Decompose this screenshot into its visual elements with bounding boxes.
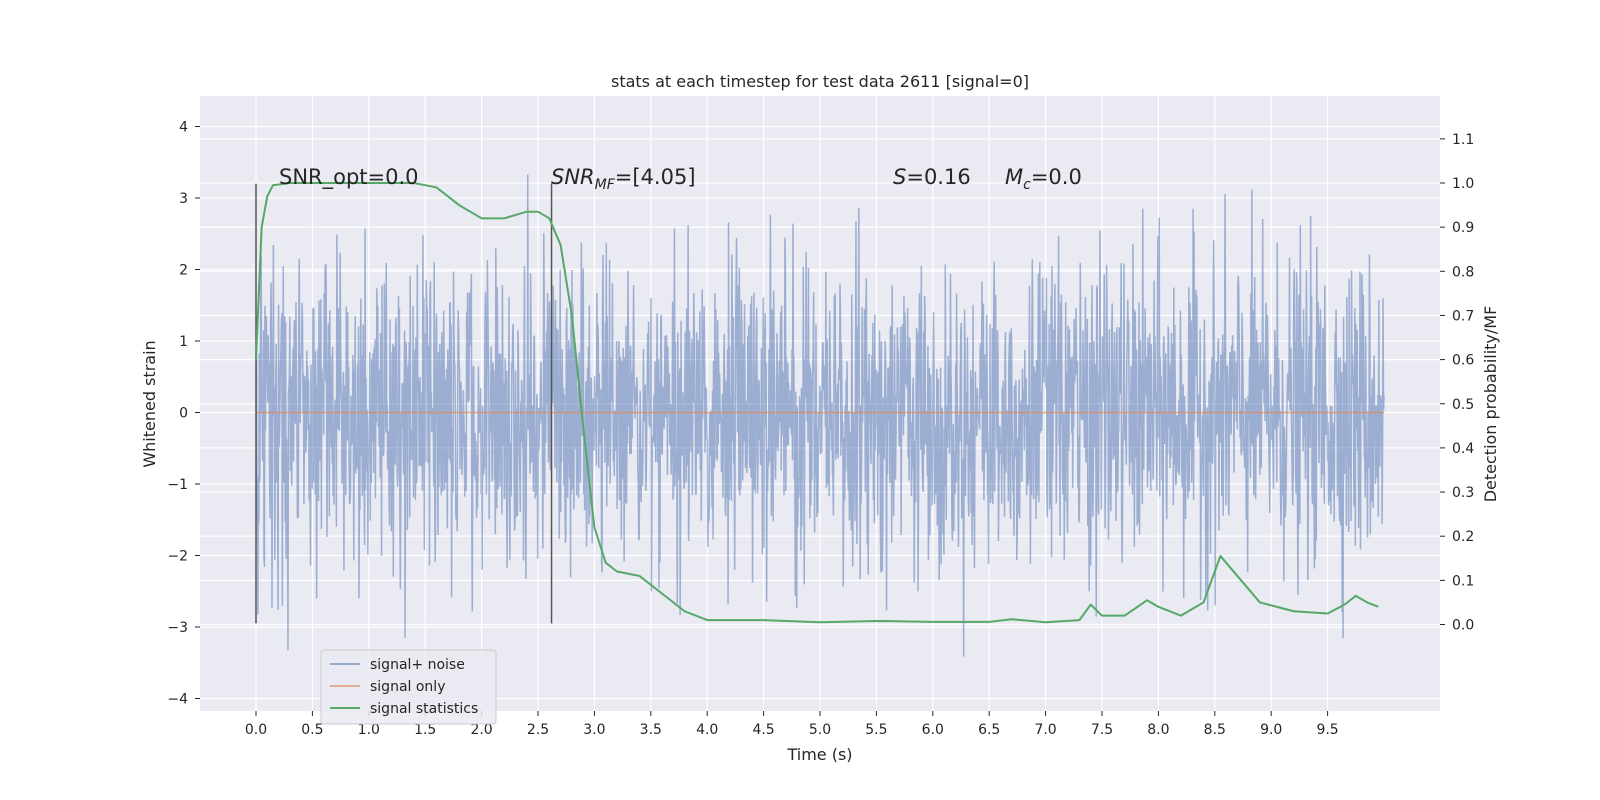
- signal-noise-line: [255, 174, 1385, 657]
- x-tick-label: 1.5: [414, 722, 436, 738]
- annotation-s-symbol: S: [893, 165, 906, 189]
- y2-tick-label: 0.8: [1452, 264, 1474, 280]
- x-tick-label: 4.5: [752, 722, 774, 738]
- y2-tick-label: 0.5: [1452, 397, 1474, 413]
- y2-tick-label: 0.9: [1452, 220, 1474, 236]
- y2-tick-label: 0.0: [1452, 618, 1474, 634]
- y2-tick-label: 0.6: [1452, 353, 1474, 369]
- signal-noise-series: [255, 174, 1385, 657]
- x-tick-label: 2.5: [527, 722, 549, 738]
- x-tick-label: 6.0: [922, 722, 944, 738]
- legend-label-noise: signal+ noise: [370, 657, 465, 673]
- x-tick-label: 3.0: [583, 722, 605, 738]
- y-tick-label: 3: [179, 191, 188, 207]
- annotation-snr-mf-subscript: MF: [595, 177, 616, 193]
- y-tick-labels: 4 3 2 1 0 −1 −2 −3 −4: [167, 120, 200, 708]
- y2-tick-label: 1.1: [1452, 132, 1474, 148]
- annotation-mc-value: =0.0: [1031, 165, 1082, 189]
- x-tick-label: 5.0: [809, 722, 831, 738]
- x-tick-label: 5.5: [865, 722, 887, 738]
- annotation-mc: Mc=0.0: [1005, 165, 1082, 193]
- x-tick-label: 6.5: [978, 722, 1000, 738]
- y-tick-label: 1: [179, 334, 188, 350]
- y-tick-label: 0: [179, 406, 188, 422]
- annotation-mc-symbol: M: [1005, 165, 1023, 189]
- annotation-snr-mf: SNRMF=[4.05]: [551, 165, 696, 193]
- y-axis-label: Whitened strain: [140, 340, 159, 467]
- legend: signal+ noise signal only signal statist…: [320, 649, 497, 725]
- signal-statistics-line: [255, 182, 1379, 624]
- x-tick-label: 1.0: [358, 722, 380, 738]
- y-tick-label: 2: [179, 263, 188, 279]
- y2-tick-label: 0.3: [1452, 485, 1474, 501]
- x-tick-label: 9.0: [1260, 722, 1282, 738]
- x-tick-labels: 0.0 0.5 1.0 1.5 2.0 2.5 3.0 3.5 4.0 4.5 5.0 5.5 6.0 6…: [245, 711, 1339, 738]
- signal-statistics-series: [255, 182, 1379, 624]
- x-tick-label: 0.0: [245, 722, 267, 738]
- y2-axis-label: Detection probability/MF: [1481, 306, 1500, 503]
- x-tick-label: 7.5: [1091, 722, 1113, 738]
- x-tick-label: 3.5: [640, 722, 662, 738]
- x-tick-label: 9.5: [1316, 722, 1338, 738]
- x-tick-label: 8.0: [1147, 722, 1169, 738]
- x-tick-label: 0.5: [301, 722, 323, 738]
- y2-tick-label: 0.2: [1452, 529, 1474, 545]
- annotation-s: S=0.16: [893, 165, 971, 189]
- y2-tick-label: 0.7: [1452, 308, 1474, 324]
- y2-tick-label: 1.0: [1452, 176, 1474, 192]
- chart-title: stats at each timestep for test data 261…: [611, 72, 1029, 91]
- y-tick-label: −1: [167, 477, 188, 493]
- x-tick-label: 8.5: [1204, 722, 1226, 738]
- vertical-markers: [255, 183, 553, 624]
- y2-tick-labels: 1.1 1.0 0.9 0.8 0.7 0.6 0.5 0.4 0.3 0.2 0.1 0.0: [1440, 132, 1474, 634]
- y-tick-label: −4: [167, 692, 188, 708]
- y2-tick-label: 0.4: [1452, 441, 1474, 457]
- y-tick-label: −3: [167, 620, 188, 636]
- annotation-snr-opt: SNR_opt=0.0: [279, 165, 419, 190]
- x-axis-label: Time (s): [786, 745, 852, 764]
- annotation-snr-mf-symbol: SNR: [551, 165, 595, 189]
- annotation-snr-mf-value: =[4.05]: [615, 165, 696, 189]
- annotation-s-value: =0.16: [906, 165, 970, 189]
- legend-frame: [320, 649, 497, 725]
- x-tick-label: 4.0: [696, 722, 718, 738]
- annotation-mc-subscript: c: [1023, 177, 1031, 193]
- y-tick-label: 4: [179, 120, 188, 136]
- y2-tick-label: 0.1: [1452, 573, 1474, 589]
- x-tick-label: 2.0: [470, 722, 492, 738]
- legend-label-stats: signal statistics: [370, 701, 478, 717]
- y-tick-label: −2: [167, 549, 188, 565]
- x-tick-label: 7.0: [1034, 722, 1056, 738]
- legend-label-signal: signal only: [370, 679, 445, 695]
